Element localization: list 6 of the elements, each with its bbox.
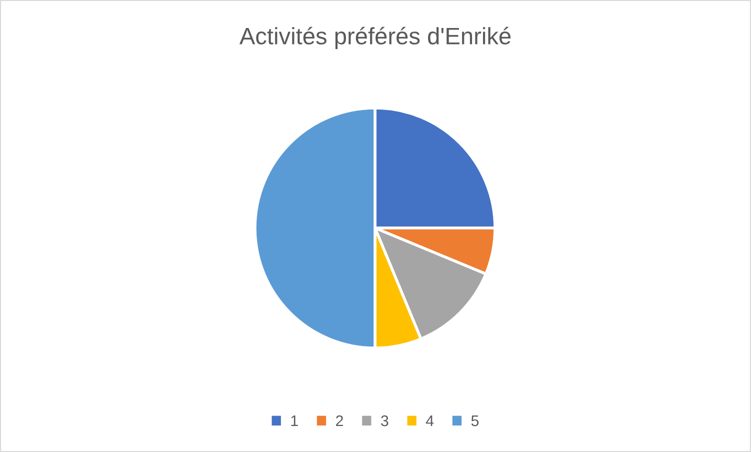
legend-label: 2 xyxy=(336,415,343,426)
legend-label: 4 xyxy=(426,416,434,426)
chart-title: Activités préférés d'Enriké xyxy=(239,26,511,50)
legend-label: 1 xyxy=(291,416,298,426)
legend-label: 3 xyxy=(381,415,388,426)
legend-label: 5 xyxy=(471,416,479,426)
